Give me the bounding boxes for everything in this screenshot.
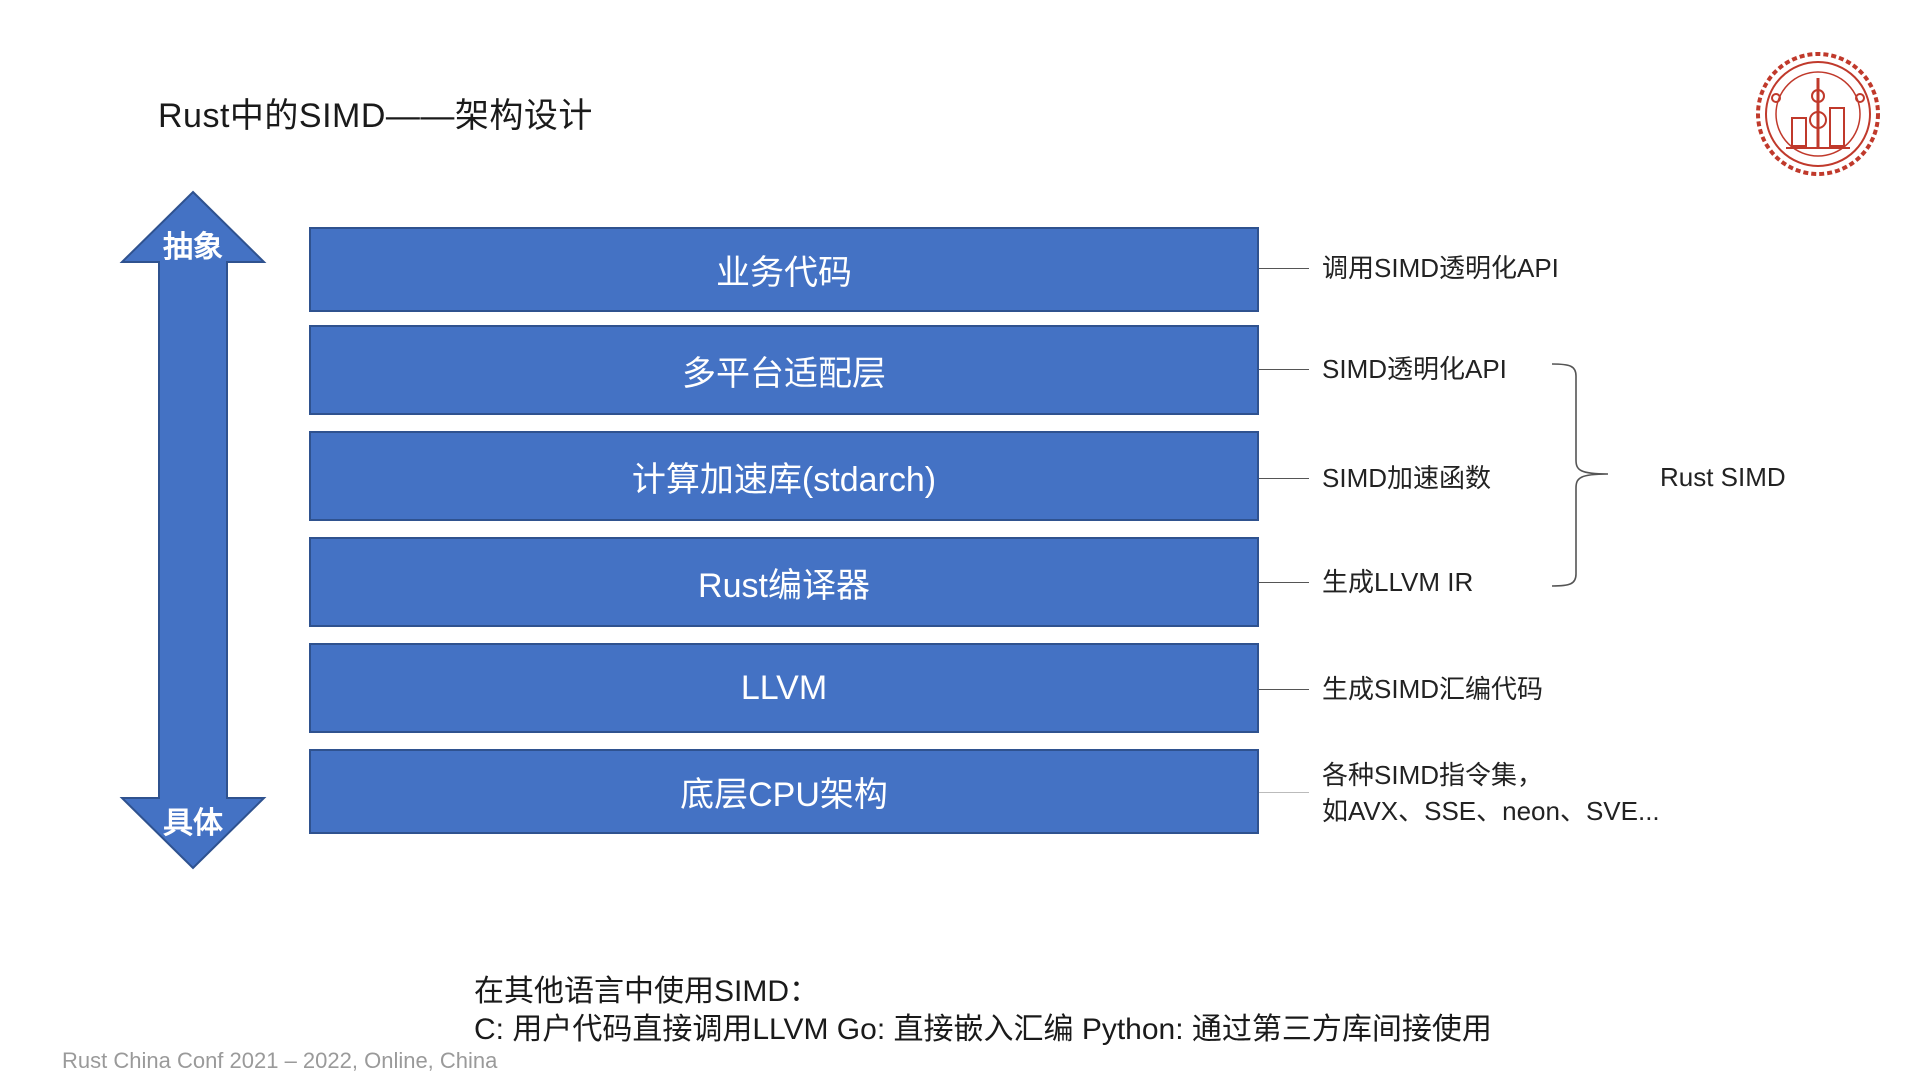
abstraction-arrow: [119, 190, 267, 870]
layer-rust-compiler: Rust编译器: [309, 537, 1259, 627]
connector-line: [1259, 689, 1309, 690]
group-brace: [1551, 363, 1609, 587]
note-line-1: 在其他语言中使用SIMD：: [474, 975, 819, 1008]
slide-title: Rust中的SIMD——架构设计: [158, 97, 593, 135]
connector-line: [1259, 268, 1309, 269]
layer-desc: SIMD加速函数: [1322, 463, 1492, 493]
layer-label: 计算加速库(stdarch): [631, 460, 937, 499]
layer-label: 底层CPU架构: [680, 776, 888, 814]
layer-desc-line: 如AVX、SSE、neon、SVE...: [1322, 796, 1660, 826]
layer-label: Rust编译器: [698, 566, 870, 605]
arrow-top-label: 抽象: [163, 231, 223, 264]
layer-label: 业务代码: [716, 254, 852, 292]
note-line-2: C: 用户代码直接调用LLVM Go: 直接嵌入汇编 Python: 通过第三方…: [474, 1013, 1492, 1046]
connector-line: [1259, 369, 1309, 370]
layer-business-code: 业务代码: [309, 227, 1259, 312]
layer-desc-line: 各种SIMD指令集，: [1322, 760, 1544, 790]
layer-desc: 各种SIMD指令集， 如AVX、SSE、neon、SVE...: [1322, 757, 1660, 829]
connector-line: [1259, 792, 1309, 793]
university-seal-icon: [1756, 52, 1880, 176]
layer-label: 多平台适配层: [682, 354, 886, 393]
connector-line: [1259, 478, 1309, 479]
layer-platform-adapter: 多平台适配层: [309, 325, 1259, 415]
layer-desc: 生成SIMD汇编代码: [1322, 674, 1544, 704]
layer-label: LLVM: [740, 668, 828, 707]
arrow-bottom-label: 具体: [163, 807, 223, 840]
layer-llvm: LLVM: [309, 643, 1259, 733]
footer: Rust China Conf 2021 – 2022, Online, Chi…: [62, 1048, 498, 1073]
layer-stdarch: 计算加速库(stdarch): [309, 431, 1259, 521]
layer-cpu-arch: 底层CPU架构: [309, 749, 1259, 834]
layer-desc: 调用SIMD透明化API: [1322, 253, 1559, 283]
group-label: Rust SIMD: [1660, 462, 1786, 492]
connector-line: [1259, 582, 1309, 583]
layer-desc: 生成LLVM IR: [1322, 567, 1474, 597]
layer-desc: SIMD透明化API: [1322, 354, 1507, 384]
